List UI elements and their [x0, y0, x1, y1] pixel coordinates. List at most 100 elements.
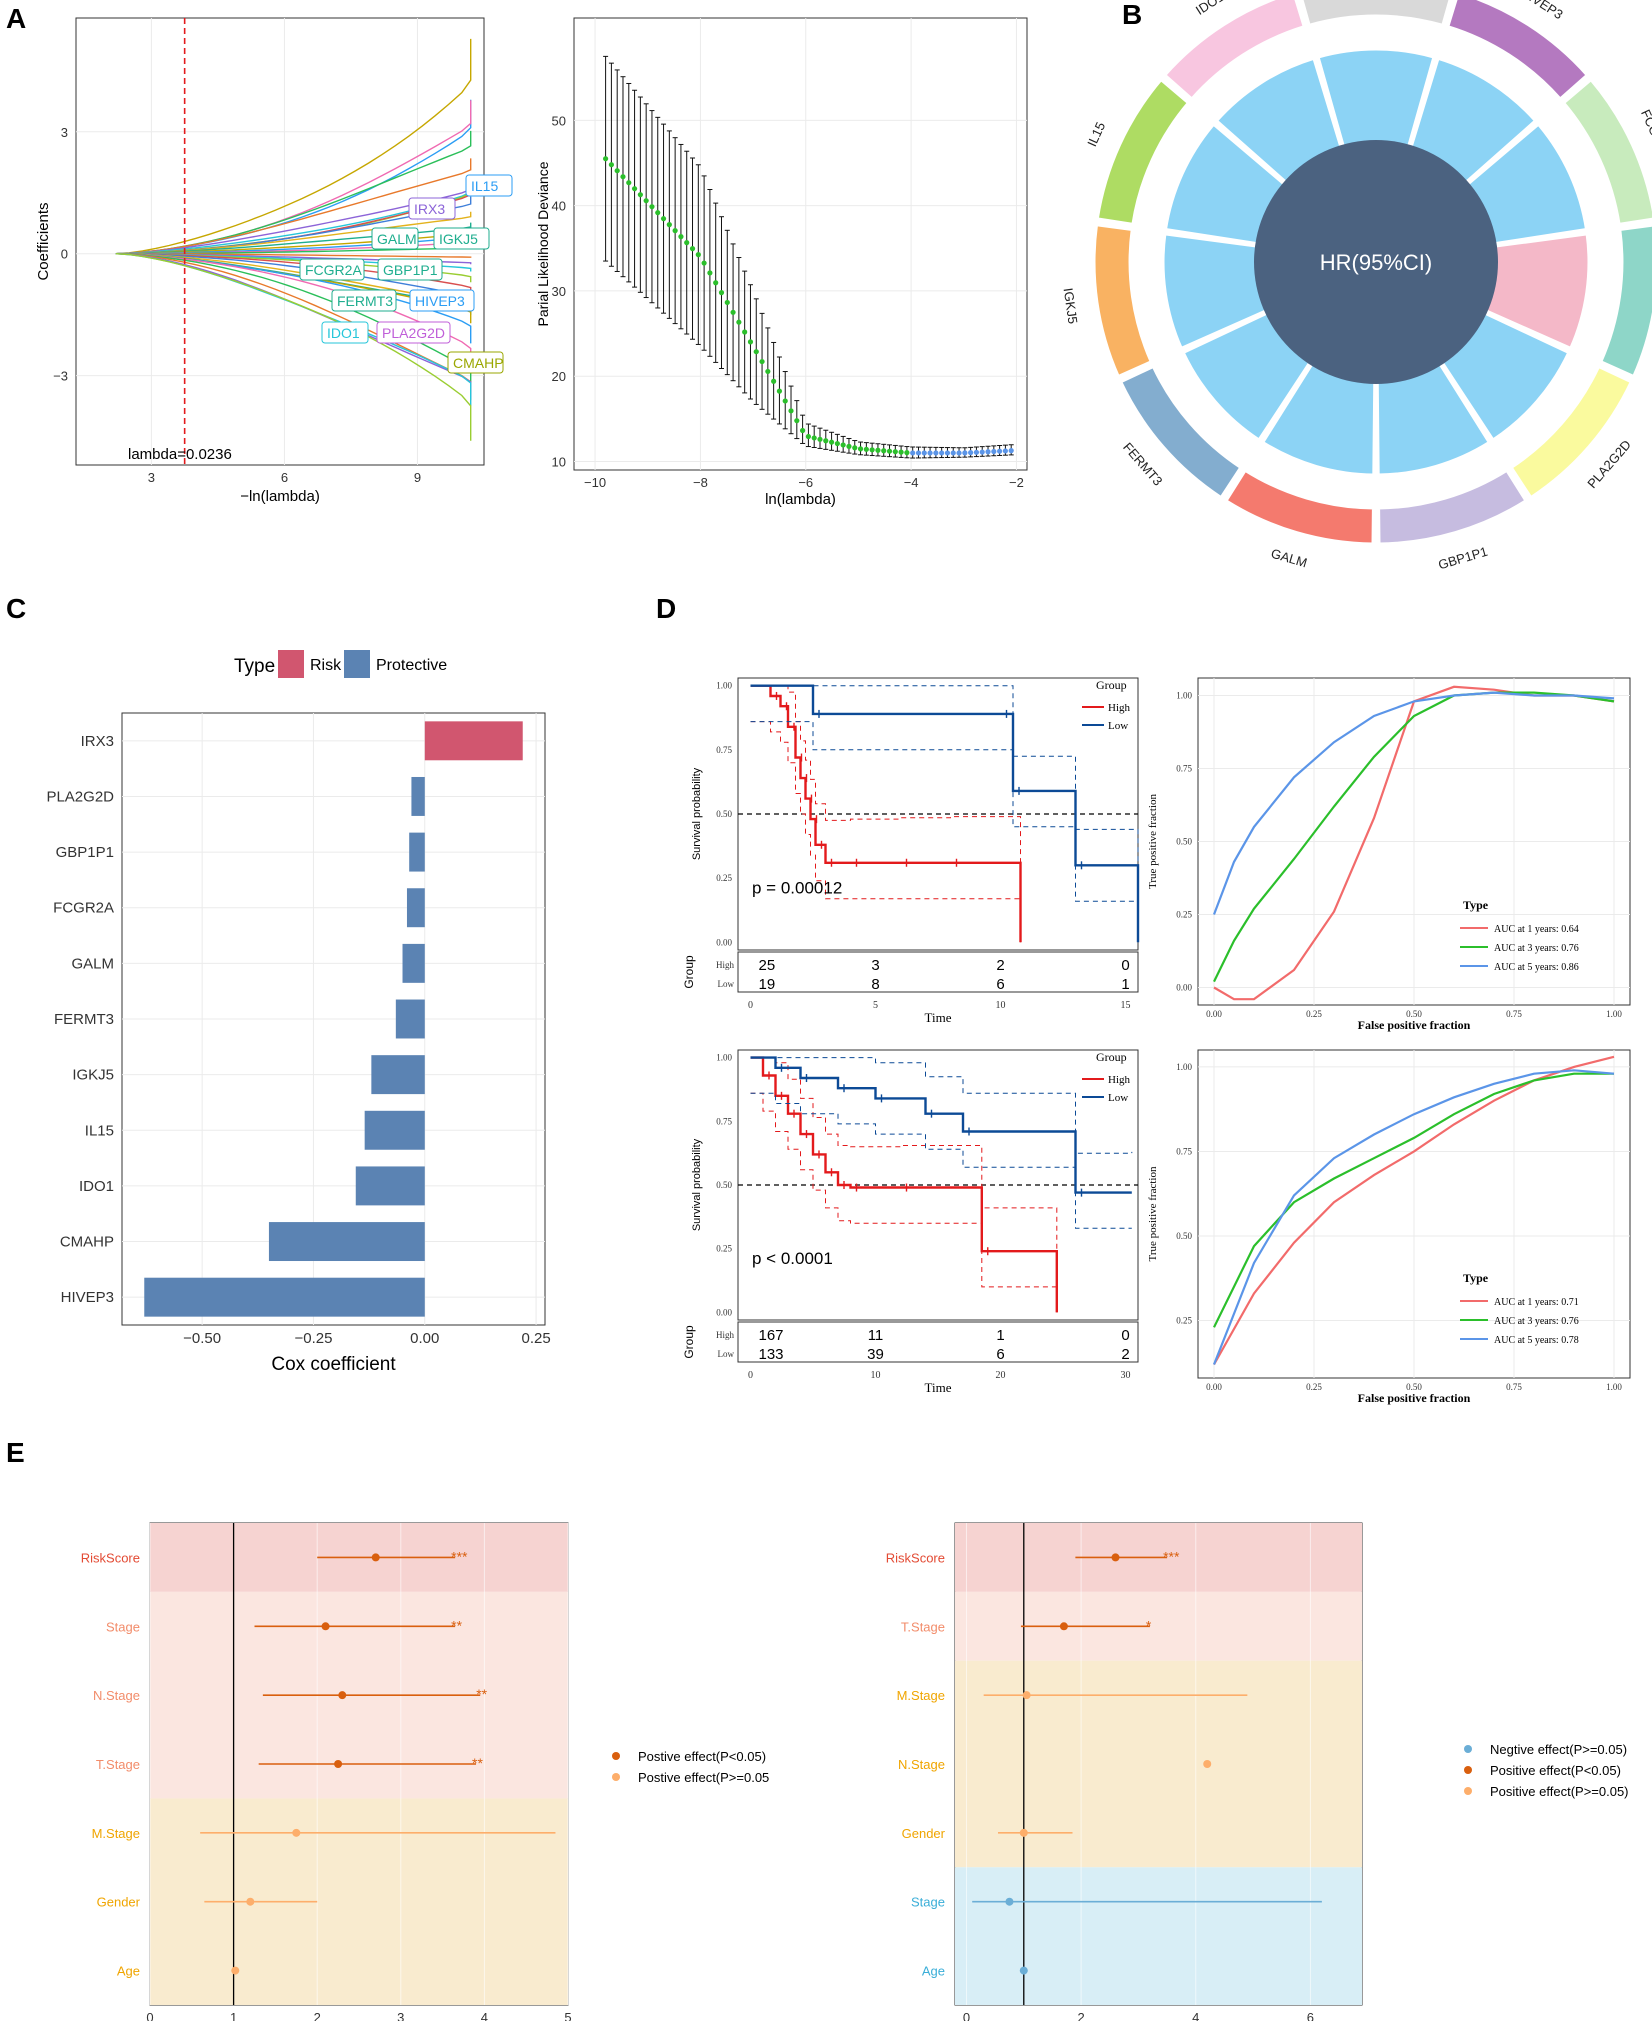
cox-bar [402, 943, 425, 983]
hr-wheel-chart: CMAHPHIVEP3FCGR2AIRX3PLA2G2DGBP1P1GALMFE… [1061, 0, 1652, 572]
gene-ring-label: IGKJ5 [1061, 287, 1081, 325]
risk-table-count: 1 [1121, 976, 1129, 993]
x-tick-label: 0 [748, 1370, 753, 1381]
deviance-point [695, 252, 701, 258]
risk-table-count: 8 [871, 976, 879, 993]
y-tick-label: 0.50 [1176, 1231, 1192, 1241]
panel-label-c: C [6, 593, 26, 624]
cox-bar [409, 832, 425, 872]
ci-band-upper-low [750, 1057, 1133, 1154]
gene-axis-label: PLA2G2D [46, 788, 114, 805]
ci-band-upper-high [750, 1057, 1058, 1268]
deviance-point [852, 445, 858, 451]
roc-chart-D2: 1.00 0.75 0.50 0.25 0.00 0.00 0.25 0.50 0.75 1.00… [1147, 677, 1631, 1032]
x-tick-label: −0.50 [183, 1330, 221, 1347]
deviance-point [898, 449, 904, 455]
legend-label-auc: AUC at 1 years: 0.71 [1494, 1297, 1579, 1308]
risk-table-count: 25 [759, 957, 776, 974]
gene-axis-label: HIVEP3 [61, 1289, 114, 1306]
risk-table [737, 951, 1139, 993]
gene-ring-segment [1598, 223, 1652, 379]
cv-plot-area [573, 17, 1028, 471]
hr-point [371, 1553, 380, 1562]
gene-label: CMAHP [453, 355, 504, 371]
y-tick-label: 1.00 [716, 681, 732, 691]
x-axis-title: ln(lambda) [765, 491, 836, 508]
y-tick-label: 30 [552, 284, 566, 299]
forest-variable-label: M.Stage [92, 1826, 140, 1841]
survival-curve-high [750, 684, 1022, 943]
survival-chart-D3: 1.00 0.75 0.50 0.25 0.00 Survival probability… [682, 1049, 1139, 1395]
deviance-point [649, 204, 655, 210]
x-tick-label: 0 [963, 2010, 970, 2021]
gene-ring-label: IL15 [1084, 120, 1108, 149]
cox-bar [411, 776, 425, 816]
x-tick-label: 4 [1192, 2010, 1199, 2021]
gene-ring-label: IDO1 [1193, 0, 1227, 18]
cv-deviance-chart: −10 −8 −6 −4 −2 10 20 30 40 50 ln(lambda) Parial Li… [535, 17, 1028, 508]
deviance-point [707, 270, 713, 276]
forest-variable-label: Gender [97, 1895, 141, 1910]
risk-table-title: Group [682, 955, 696, 989]
gene-label-box [408, 197, 456, 220]
deviance-point [655, 210, 661, 216]
gene-ring-label: GALM [1269, 546, 1309, 571]
legend-label-auc: AUC at 1 years: 0.64 [1494, 924, 1579, 935]
significance-stars: *** [1163, 1548, 1180, 1564]
panel-label-d: D [656, 593, 676, 624]
wheel-gap-ring [1135, 21, 1617, 503]
gene-label: FERMT3 [337, 293, 393, 309]
x-tick-label: 2 [314, 2010, 321, 2021]
forest-band [955, 1591, 1362, 1661]
x-tick-label: 6 [281, 470, 288, 485]
gene-ring-segment [1118, 364, 1243, 500]
lambda-value-label: lambda=0.0236 [128, 446, 232, 463]
x-tick-label: −0.25 [294, 1330, 332, 1347]
x-tick-label: 0.75 [1506, 1382, 1522, 1392]
risk-table-group: Low [718, 1349, 735, 1359]
x-tick-label: 15 [1121, 1000, 1131, 1011]
legend-title: Group [1096, 1050, 1127, 1064]
gene-ring-segment [1300, 0, 1452, 28]
y-tick-label: 40 [552, 199, 566, 214]
x-axis-title: False positive fraction [1358, 1018, 1471, 1032]
x-tick-label: 1.00 [1606, 1382, 1622, 1392]
deviance-point [921, 450, 927, 456]
deviance-point [626, 180, 632, 186]
risk-table-count: 39 [867, 1346, 884, 1363]
deviance-point [753, 349, 759, 355]
significance-stars: ** [472, 1755, 483, 1771]
legend-dot [612, 1773, 620, 1781]
gene-ring-segment [1509, 364, 1634, 500]
gene-axis-label: GALM [71, 955, 114, 972]
gene-axis-label: FERMT3 [54, 1011, 114, 1028]
gene-ring-segment [1561, 77, 1652, 227]
cox-bar [364, 1110, 425, 1150]
forest-legend-label: Negtive effect(P>=0.05) [1490, 1742, 1627, 1757]
hr-point [1059, 1622, 1068, 1631]
risk-table-count: 2 [1121, 1346, 1129, 1363]
deviance-point [910, 450, 916, 456]
x-tick-label: 3 [148, 470, 155, 485]
deviance-point [1008, 448, 1014, 454]
deviance-point [643, 198, 649, 204]
deviance-point [834, 440, 840, 447]
legend-dot [1464, 1787, 1472, 1795]
ci-band-lower-high [750, 1092, 1058, 1313]
y-tick-label: 20 [552, 369, 566, 384]
deviance-point [637, 192, 643, 198]
legend-dot [1464, 1766, 1472, 1774]
gene-label-box [371, 227, 419, 250]
coefficient-path [115, 177, 472, 255]
hr-point [1019, 1828, 1028, 1837]
legend-title: Type [234, 656, 275, 677]
y-axis-title: Parial Likelihood Deviance [535, 161, 551, 326]
panel-label-b: B [1122, 0, 1142, 30]
x-tick-label: −8 [693, 475, 708, 490]
deviance-point [684, 240, 690, 246]
deviance-point [1002, 448, 1009, 454]
hr-point [1203, 1760, 1212, 1768]
deviance-point [800, 427, 806, 434]
roc-curve-tpr_1y [1213, 1055, 1615, 1366]
deviance-point [840, 442, 846, 448]
